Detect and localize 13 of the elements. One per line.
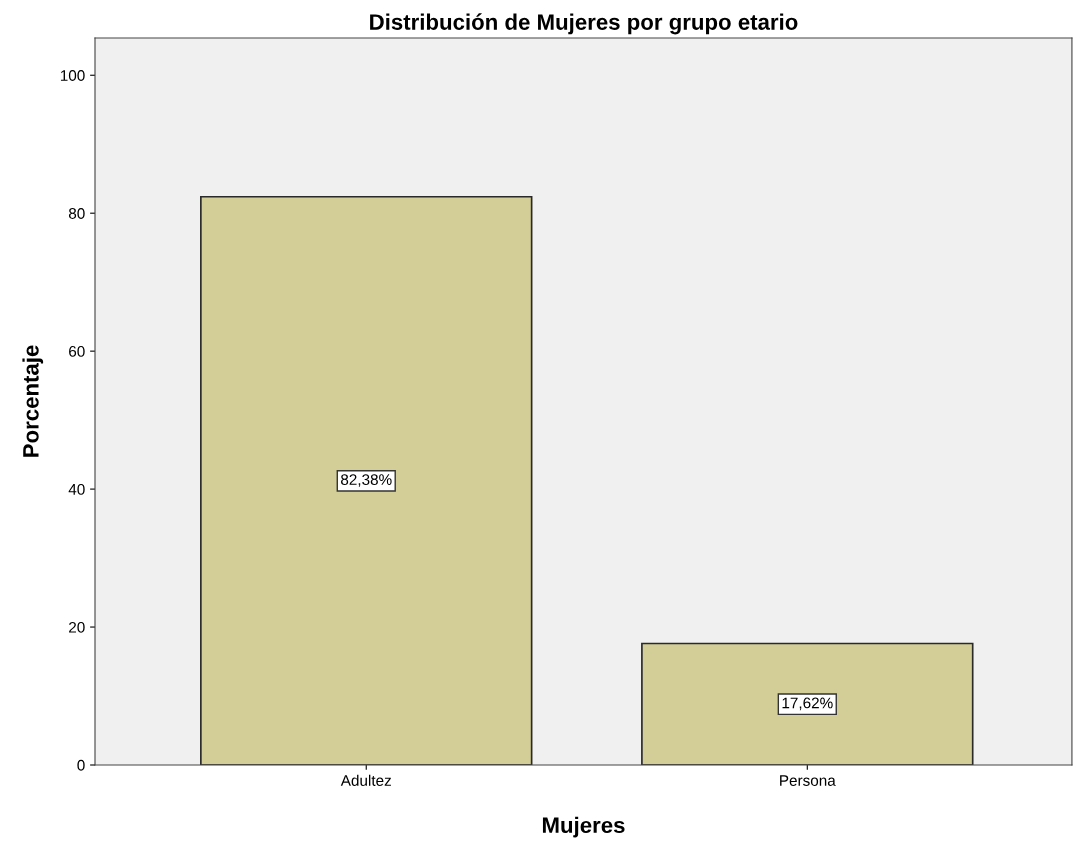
x-tick-label: Persona [780,775,836,786]
x-axis-title: Mujeres [542,816,625,838]
data-label: 82,38% [341,474,392,487]
y-axis-title: Porcentaje [22,345,44,457]
data-label: 17,62% [782,697,833,711]
y-tick-label: 40 [68,483,85,495]
y-tick-label: 60 [69,346,85,357]
x-tick-label: Adultez [340,774,391,786]
chart-title: Distribución de Mujeres por grupo etario [370,13,798,35]
y-tick-label: 0 [77,759,85,771]
y-tick-label: 100 [60,70,85,81]
y-tick-label: 20 [69,621,85,633]
y-tick-label: 80 [68,208,85,219]
